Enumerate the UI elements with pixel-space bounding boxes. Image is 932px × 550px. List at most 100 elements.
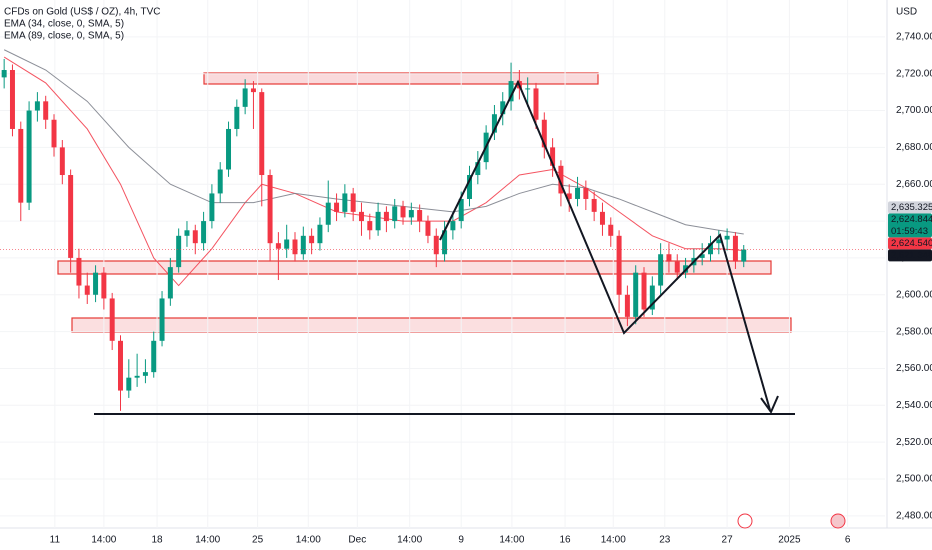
candle-body [408, 210, 414, 218]
price-tag-label: 2,635.325 [891, 202, 932, 213]
resistance-zone [203, 72, 599, 85]
candle-body [400, 206, 406, 218]
candle-body [649, 285, 655, 310]
support-zone [71, 317, 792, 333]
candle-body [367, 221, 373, 231]
x-tick-label: 14:00 [296, 535, 321, 546]
candle-body [658, 254, 664, 286]
candle-body [43, 101, 49, 120]
x-tick-label: 14:00 [91, 535, 116, 546]
event-icon[interactable] [830, 513, 846, 529]
candle-body [708, 243, 713, 255]
candle-body [383, 211, 389, 222]
x-tick-label: 14:00 [195, 535, 220, 546]
candle-body [234, 106, 240, 129]
candle-body [375, 211, 381, 231]
y-tick-label: 2,540.000 [896, 400, 932, 411]
candle-body [26, 110, 32, 203]
candle-body [59, 147, 65, 176]
candle-body [34, 101, 40, 111]
candle-body [209, 193, 215, 222]
candle-body [242, 88, 248, 107]
candle-body [500, 101, 506, 115]
candle-body [259, 92, 265, 176]
candle-body [641, 272, 647, 310]
candle-body [467, 175, 472, 199]
y-tick-label: 2,600.000 [896, 289, 932, 300]
candle-body [674, 261, 680, 273]
event-icon[interactable] [737, 513, 753, 529]
annotations [94, 79, 846, 529]
x-tick-label: 23 [659, 535, 671, 546]
candle-body [159, 298, 165, 341]
candle-body [608, 224, 614, 236]
candle-body [475, 162, 481, 176]
candle-body [68, 175, 74, 258]
candle-body [599, 211, 605, 225]
y-tick-label: 2,740.000 [896, 31, 932, 42]
candle-body [118, 340, 123, 391]
candle-body [309, 235, 315, 244]
candle-body [9, 70, 15, 129]
candle-body [226, 128, 232, 170]
price-tag-label: 2,624.844 [891, 214, 932, 225]
price-tag [888, 201, 932, 214]
x-tick-label: 27 [722, 535, 734, 546]
candle-body [109, 298, 115, 341]
currency-label: USD [896, 7, 917, 18]
candle-body [284, 239, 290, 249]
y-tick-label: 2,480.000 [896, 510, 932, 521]
x-tick-label: 18 [151, 535, 163, 546]
candle-body [76, 257, 82, 286]
candle-body [350, 193, 356, 212]
candle-body [699, 254, 705, 258]
candle-body [741, 249, 747, 262]
candle-body [325, 202, 331, 225]
candle-body [142, 372, 148, 376]
candle-body [616, 235, 622, 295]
candle-body [93, 272, 99, 295]
y-tick-label: 2,700.000 [896, 105, 932, 116]
candle-body [184, 230, 190, 236]
candle-body [342, 193, 348, 212]
support-zone [57, 260, 772, 275]
candle-body [533, 88, 539, 120]
candle-body [300, 235, 306, 255]
candle-body [450, 221, 456, 231]
x-tick-label: 14:00 [499, 535, 524, 546]
candle-body [624, 294, 630, 317]
candle-body [425, 221, 431, 236]
candle-body [575, 187, 581, 199]
price-tag-label: 2,624.540 [891, 238, 932, 249]
candle-body [732, 235, 738, 262]
candle-body [334, 202, 340, 212]
candle-body [1, 70, 7, 78]
candle-body [18, 128, 24, 203]
candle-body [292, 239, 298, 255]
price-tag-label: 2,621.348 [891, 250, 932, 261]
x-tick-label: 6 [845, 535, 851, 546]
x-tick-label: 14:00 [601, 535, 626, 546]
x-tick-label: Dec [348, 535, 366, 546]
x-tick-label: 16 [560, 535, 572, 546]
candle-body [392, 206, 398, 222]
candle-body [417, 210, 423, 222]
candle-body [267, 175, 273, 244]
candle-body [525, 88, 531, 90]
candle-body [458, 198, 464, 222]
candle-body [217, 169, 223, 194]
candle-body [550, 147, 556, 166]
price-tag-countdown: 01:59:43 [891, 226, 928, 237]
y-tick-label: 2,560.000 [896, 363, 932, 374]
candle-body [201, 221, 207, 244]
candle-body [358, 211, 364, 222]
x-tick-label: 25 [252, 535, 264, 546]
chart-title: CFDs on Gold (US$ / OZ), 4h, TVC [4, 7, 161, 18]
candle-body [558, 165, 564, 194]
candle-body [433, 235, 439, 255]
arrow-head [760, 395, 779, 415]
candle-body [724, 235, 730, 240]
candle-body [84, 285, 90, 295]
y-tick-label: 2,720.000 [896, 68, 932, 79]
candle-body [591, 198, 597, 212]
